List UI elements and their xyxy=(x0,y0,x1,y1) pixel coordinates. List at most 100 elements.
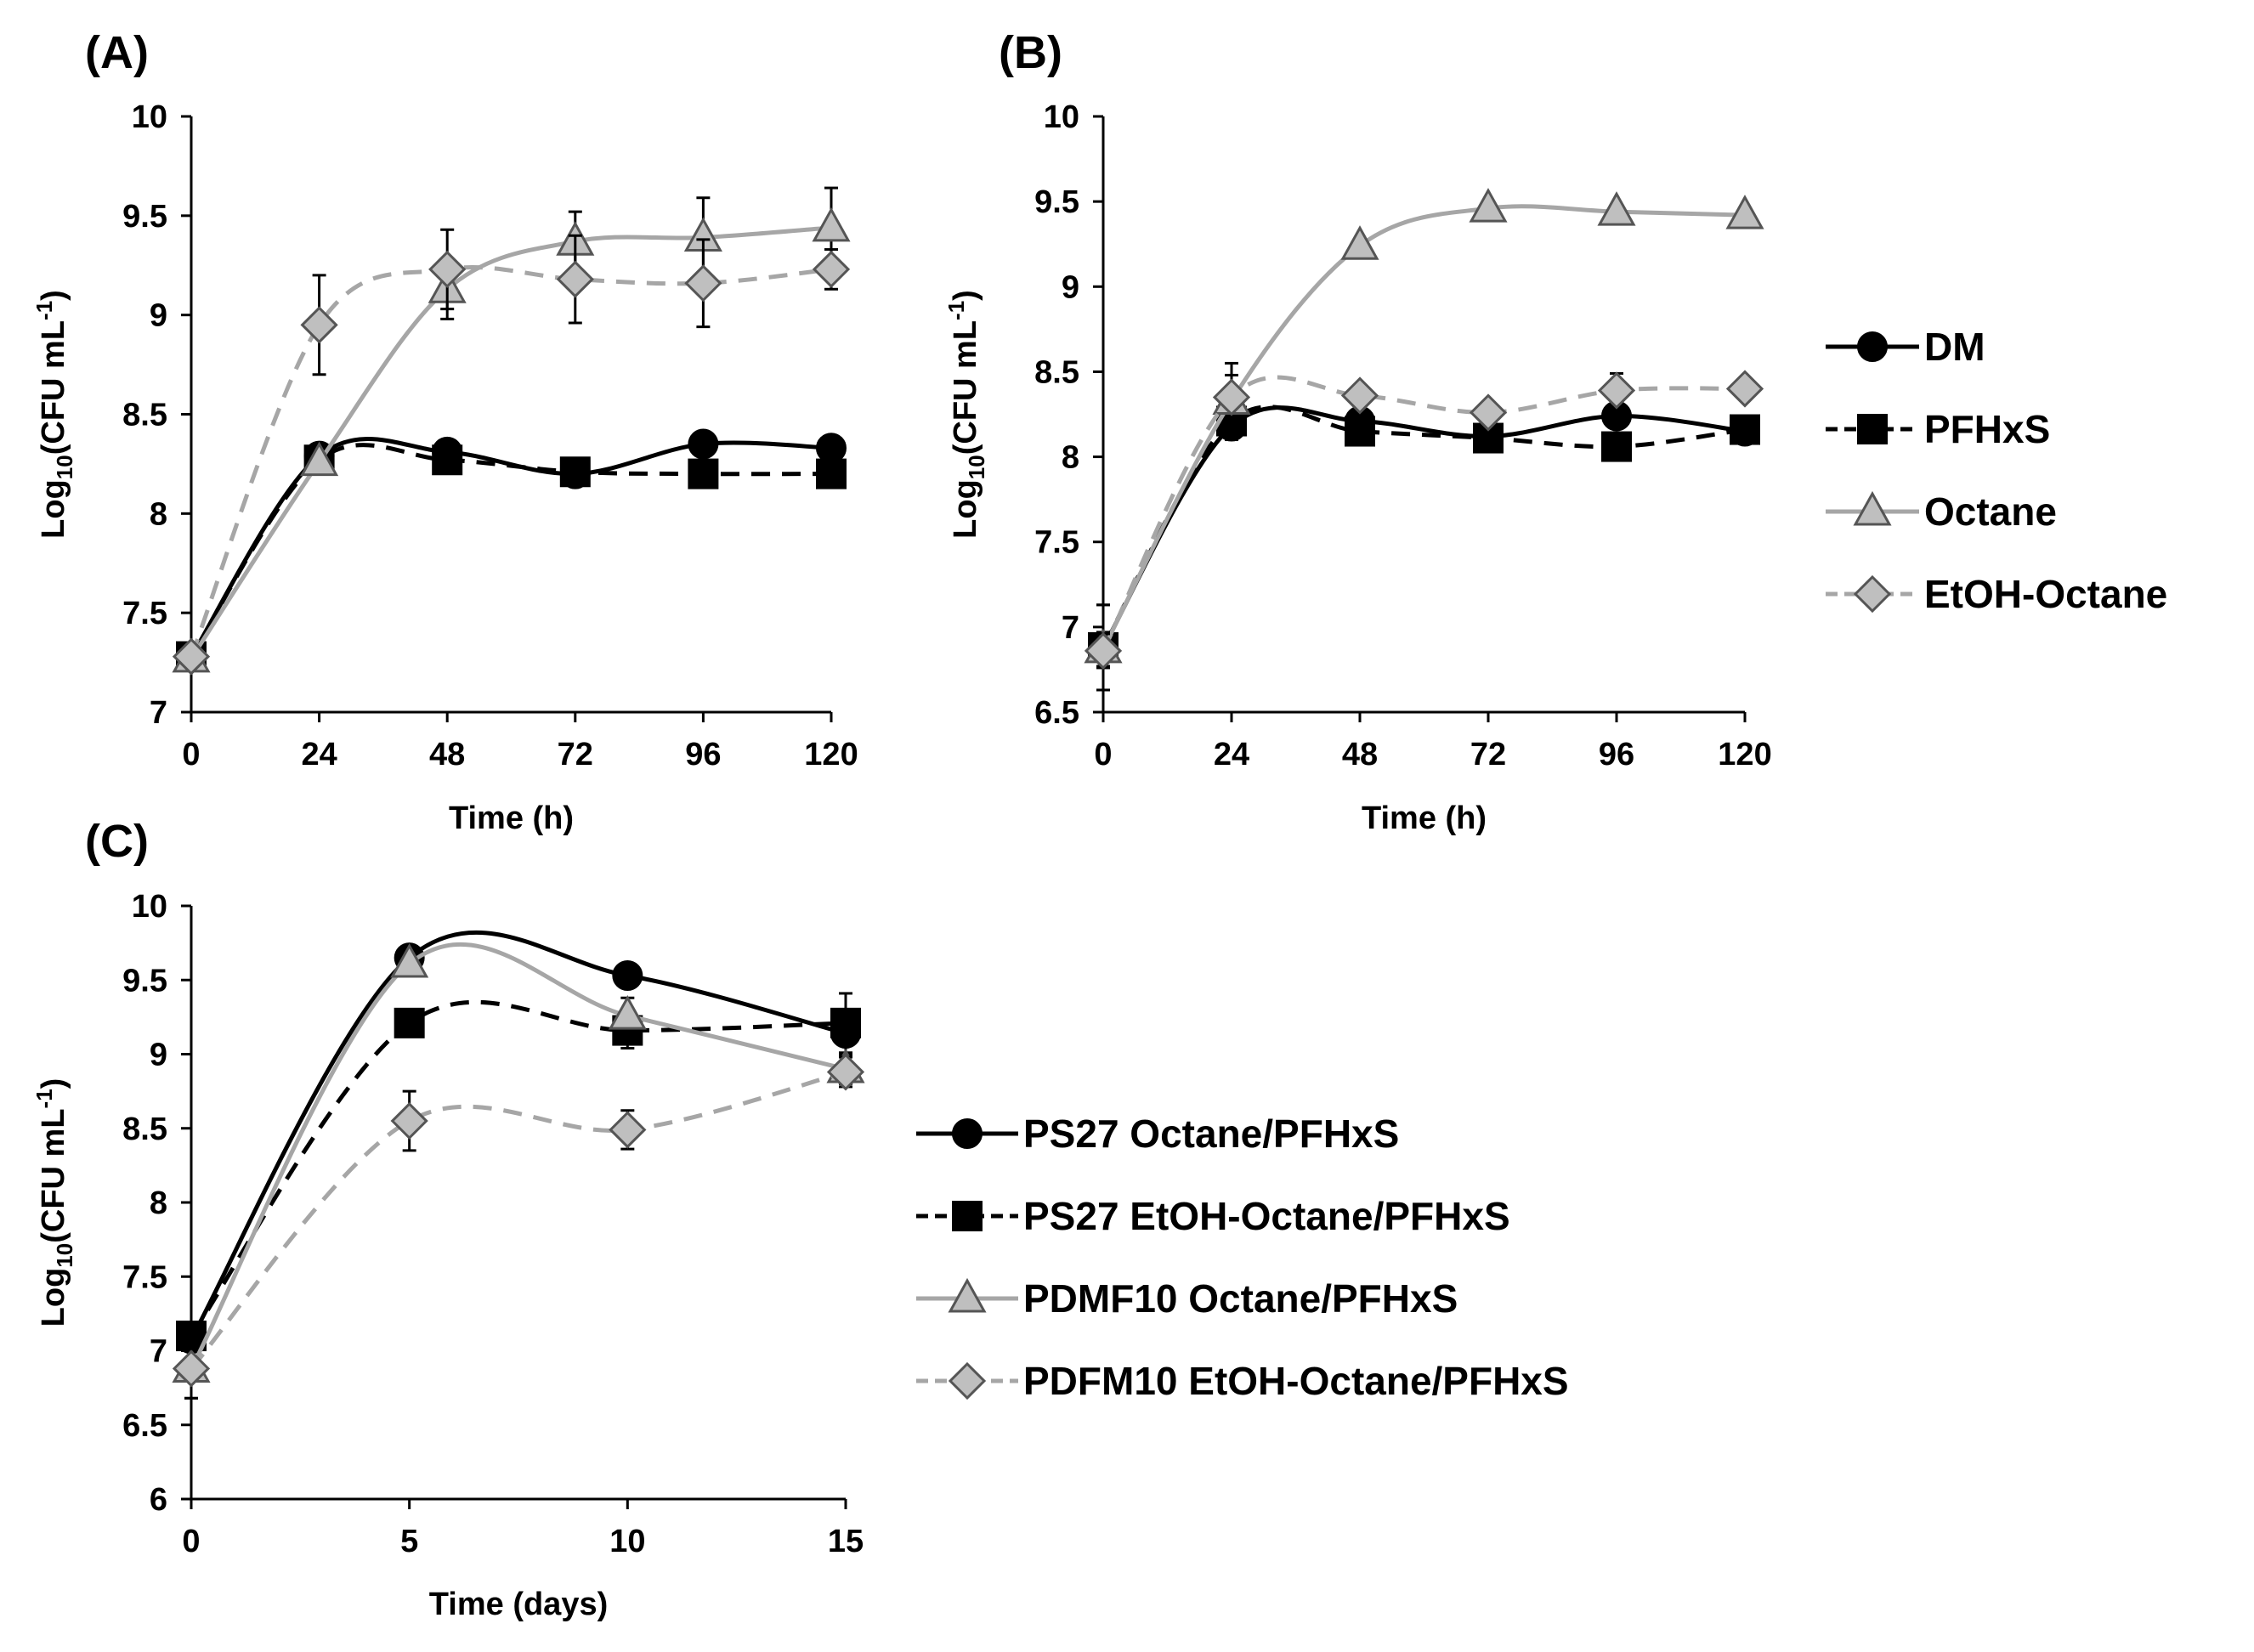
panel-a-series-2 xyxy=(172,186,851,673)
panel-a-ylabel-sub: 10 xyxy=(52,455,77,479)
panel-a-data-point xyxy=(816,458,847,489)
legend-top-label: Octane xyxy=(1924,489,2057,534)
panel-c-ylabel-sub: 10 xyxy=(52,1243,77,1268)
panel-c-series-line xyxy=(189,931,847,1340)
panel-a-y-axis-title: Log10(CFU mL-1) xyxy=(31,290,77,539)
panel-c-x-tick-label: 10 xyxy=(609,1524,645,1559)
legend-bottom-item: PDFM10 EtOH-Octane/PFHxS xyxy=(916,1359,1569,1403)
panel-a-ylabel-unit: (CFU mL xyxy=(36,320,71,455)
legend-top-item: EtOH-Octane xyxy=(1826,572,2167,616)
panel-b: (B) 6.5 7 7.5 8 8.5 9 9.5 10 0 24 48 72 96 120 Time (… xyxy=(943,27,1772,836)
panel-label-c: (C) xyxy=(85,816,149,867)
legend-top-label: PFHxS xyxy=(1924,407,2050,451)
legend-bottom-label: PDMF10 Octane/PFHxS xyxy=(1023,1276,1458,1321)
panel-a-ylabel-close: ) xyxy=(36,290,71,301)
legend-bottom-swatch-marker xyxy=(948,1361,987,1400)
panel-c-x-tick-label: 15 xyxy=(828,1524,864,1559)
panel-b-axes: 6.5 7 7.5 8 8.5 9 9.5 10 0 24 48 72 96 120 xyxy=(1034,99,1772,772)
panel-b-y-tick-label: 9 xyxy=(1062,269,1079,305)
panel-a-ylabel-sup: -1 xyxy=(31,301,57,320)
legend-bottom-swatch-marker xyxy=(948,1277,987,1313)
panel-c-series-0 xyxy=(176,931,861,1355)
panel-a-x-axis-title: Time (h) xyxy=(449,801,574,836)
panel-b-data-point xyxy=(1084,631,1123,670)
panel-b-data-point xyxy=(1469,188,1508,223)
legend-top-swatch-marker xyxy=(1857,414,1888,444)
panel-b-y-tick-label: 9.5 xyxy=(1034,184,1079,220)
panel-c-data-point xyxy=(608,995,647,1030)
panel-b-y-tick-label: 7 xyxy=(1062,610,1079,646)
legend-top-item: DM xyxy=(1826,325,1985,369)
panel-a-y-tick-label: 9.5 xyxy=(122,199,167,235)
panel-b-data-point xyxy=(1730,414,1760,445)
panel-c-x-tick-label: 5 xyxy=(400,1524,418,1559)
panel-c-series-line xyxy=(189,999,847,1338)
panel-b-data-point xyxy=(1601,431,1632,462)
panel-a-x-tick-label: 0 xyxy=(182,737,200,772)
panel-b-series-3 xyxy=(1084,361,1764,670)
panel-c-data-point xyxy=(826,1053,865,1091)
panel-b-data-point xyxy=(1597,371,1636,410)
panel-b-data-point xyxy=(1725,195,1764,229)
panel-c-data-point xyxy=(172,1349,211,1388)
panel-c-y-tick-label: 10 xyxy=(132,889,167,925)
panel-c-ylabel-base: Log xyxy=(36,1268,71,1327)
panel-a-series-3 xyxy=(172,228,851,676)
panel-b-data-point xyxy=(1212,378,1251,416)
panel-c-ylabel-unit: (CFU mL xyxy=(36,1108,71,1242)
panel-b-data-point xyxy=(1469,393,1508,432)
panel-c-series-2 xyxy=(172,942,865,1400)
panel-b-y-tick-label: 8 xyxy=(1062,440,1079,476)
panel-a-x-tick-label: 72 xyxy=(558,737,593,772)
panel-a-x-tick-label: 24 xyxy=(301,737,337,772)
panel-c-data-point xyxy=(394,1007,425,1038)
panel-b-x-tick-label: 96 xyxy=(1599,737,1634,772)
panel-a-data-point xyxy=(300,306,338,344)
panel-a-y-tick-label: 7 xyxy=(150,695,167,731)
panel-c-ylabel-close: ) xyxy=(36,1078,71,1089)
panel-c-data-point xyxy=(830,1007,861,1038)
panel-b-y-tick-label: 10 xyxy=(1044,99,1079,135)
panel-b-data-point xyxy=(1725,370,1764,408)
legend-top: DM PFHxS Octane EtOH-Octane xyxy=(1826,325,2167,616)
panel-c-data-point xyxy=(612,960,643,992)
panel-a-x-tick-label: 48 xyxy=(429,737,465,772)
panel-a-data-point xyxy=(172,637,211,676)
legend-top-swatch-marker xyxy=(1857,331,1888,362)
panel-label-b: (B) xyxy=(999,27,1062,78)
panel-a-y-tick-label: 8 xyxy=(150,496,167,532)
panel-c-y-tick-label: 6 xyxy=(150,1482,167,1518)
panel-a-data-point xyxy=(556,260,594,298)
panel-a-data-point xyxy=(432,444,463,476)
panel-b-y-tick-label: 7.5 xyxy=(1034,525,1079,561)
panel-c: (C) 6 6.5 7 7.5 8 8.5 9 9.5 10 0 5 10 15 Time (days)… xyxy=(31,816,865,1622)
panel-b-y-axis-title: Log10(CFU mL-1) xyxy=(943,290,989,539)
panel-b-x-axis-title: Time (h) xyxy=(1362,801,1487,836)
legend-bottom-swatch-marker xyxy=(952,1201,983,1231)
panel-b-series-0 xyxy=(1088,400,1760,692)
panel-b-ylabel-sub: 10 xyxy=(964,455,989,479)
panel-a-series-line xyxy=(189,443,832,658)
legend-top-label: EtOH-Octane xyxy=(1924,572,2167,616)
panel-b-data-point xyxy=(1597,191,1636,226)
panel-a-x-tick-label: 96 xyxy=(685,737,721,772)
panel-b-x-tick-label: 72 xyxy=(1470,737,1506,772)
panel-a-series-line xyxy=(189,437,832,658)
panel-a-data-point xyxy=(688,458,719,489)
panel-b-x-tick-label: 0 xyxy=(1094,737,1112,772)
panel-c-data-point xyxy=(390,942,429,978)
panel-b-y-tick-label: 6.5 xyxy=(1034,695,1079,731)
panel-c-series-line xyxy=(190,1070,847,1371)
panel-c-data-point xyxy=(390,1101,428,1140)
panel-b-data-point xyxy=(1340,225,1379,260)
panel-c-y-tick-label: 8 xyxy=(150,1185,167,1221)
panel-a-y-tick-label: 8.5 xyxy=(122,398,167,433)
legend-top-item: PFHxS xyxy=(1826,407,2050,451)
panel-a-series-line xyxy=(189,264,832,658)
legend-top-label: DM xyxy=(1924,325,1985,369)
panel-c-axes: 6 6.5 7 7.5 8 8.5 9 9.5 10 0 5 10 15 xyxy=(122,889,864,1559)
panel-c-y-tick-label: 6.5 xyxy=(122,1408,167,1444)
panel-b-y-tick-label: 8.5 xyxy=(1034,354,1079,390)
